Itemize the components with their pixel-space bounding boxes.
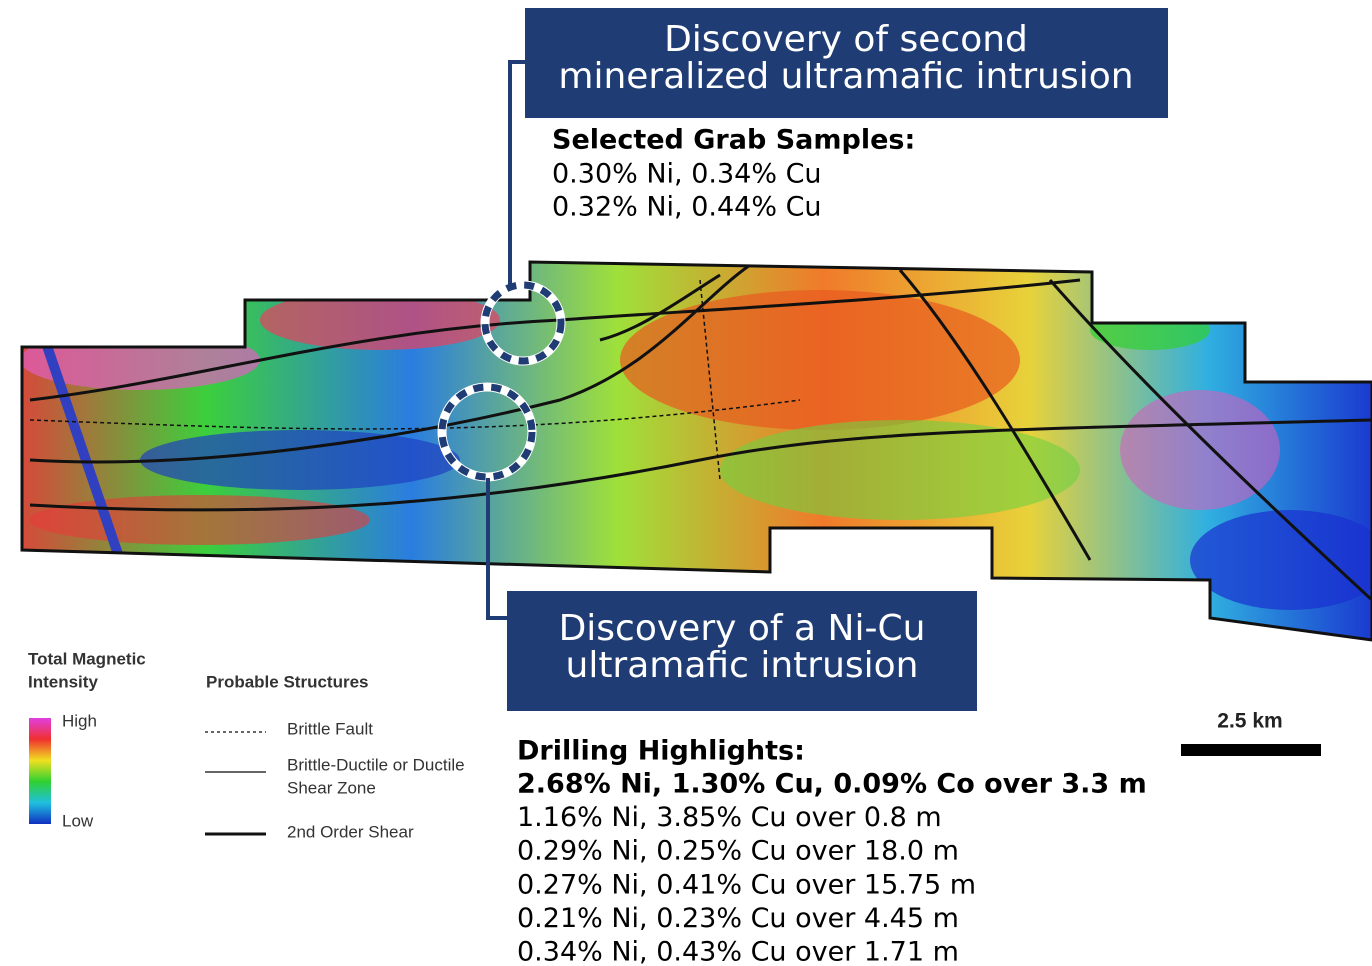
drilling-item: 1.16% Ni, 3.85% Cu over 0.8 m (517, 802, 942, 833)
map-outline (20, 260, 1372, 642)
legend-title: Probable Structures (206, 672, 369, 691)
callout-box (525, 8, 1168, 118)
callout-title: ultramafic intrusion (566, 645, 919, 686)
connector (486, 478, 507, 620)
magnetic-map (22, 262, 1372, 640)
legend-label: 2nd Order Shear (287, 822, 414, 841)
drilling-item: 0.34% Ni, 0.43% Cu over 1.71 m (517, 937, 959, 966)
legend-title: Intensity (28, 672, 98, 691)
color-bar (29, 718, 51, 824)
scale-bar (1181, 744, 1321, 756)
grab-item: 0.32% Ni, 0.44% Cu (552, 192, 822, 223)
legend-high: High (62, 711, 97, 730)
grab-heading: Selected Grab Samples: (552, 125, 915, 156)
legend-label: Shear Zone (287, 778, 376, 797)
legend-label: Brittle Fault (287, 719, 373, 738)
connector (508, 60, 525, 290)
drilling-item: 2.68% Ni, 1.30% Cu, 0.09% Co over 3.3 m (517, 769, 1147, 800)
drilling-item: 0.27% Ni, 0.41% Cu over 15.75 m (517, 869, 976, 900)
callout-box (507, 591, 977, 711)
drilling-item: 0.29% Ni, 0.25% Cu over 18.0 m (517, 836, 959, 867)
legend-title: Total Magnetic (28, 649, 146, 668)
callout-title: Discovery of second (664, 19, 1028, 60)
scale-label: 2.5 km (1217, 710, 1282, 733)
drilling-heading: Drilling Highlights: (517, 736, 805, 767)
legend-low: Low (62, 811, 94, 830)
drilling-item: 0.21% Ni, 0.23% Cu over 4.45 m (517, 903, 959, 934)
target-ring (481, 281, 565, 365)
grab-item: 0.30% Ni, 0.34% Cu (552, 159, 822, 190)
target-ring (438, 383, 536, 481)
legend-label: Brittle-Ductile or Ductile (287, 755, 465, 774)
callout-title: Discovery of a Ni-Cu (559, 608, 926, 649)
callout-title: mineralized ultramafic intrusion (558, 56, 1133, 97)
